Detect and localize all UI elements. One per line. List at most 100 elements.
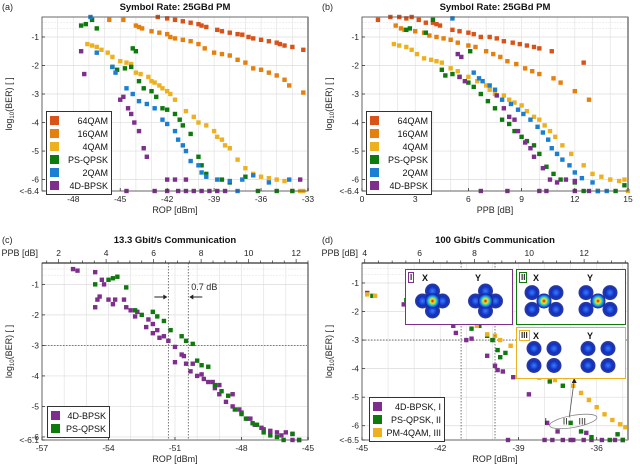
data-point xyxy=(466,74,471,80)
data-point xyxy=(466,43,471,48)
data-point xyxy=(492,87,498,92)
data-point xyxy=(622,183,627,188)
panel-label: (b) xyxy=(322,2,333,12)
data-point xyxy=(487,83,492,88)
data-point xyxy=(139,26,145,31)
data-point xyxy=(124,285,129,290)
y-axis-label: log10(BER) [ ] xyxy=(324,77,336,130)
data-point xyxy=(370,293,375,299)
data-point xyxy=(437,23,443,28)
data-point xyxy=(191,114,196,120)
data-point xyxy=(199,23,204,28)
data-point xyxy=(179,334,184,339)
data-point xyxy=(99,47,104,53)
legend-swatch xyxy=(370,129,379,138)
data-point xyxy=(125,106,131,111)
data-point xyxy=(133,23,139,28)
data-point xyxy=(254,422,260,427)
constellation-point xyxy=(546,341,562,356)
data-point xyxy=(490,337,495,343)
data-point xyxy=(397,43,402,48)
data-point xyxy=(501,106,507,111)
y-tick-label: -4 xyxy=(351,364,359,374)
data-point xyxy=(568,420,573,426)
y-tick-label: <-6.4 xyxy=(339,186,359,196)
data-point xyxy=(277,41,283,47)
legend-label: 4QAM xyxy=(82,141,108,152)
legend-swatch xyxy=(370,168,379,177)
data-point xyxy=(287,177,292,182)
legend-swatch xyxy=(50,142,59,151)
data-point xyxy=(190,341,195,347)
data-point xyxy=(495,347,500,353)
data-point xyxy=(132,308,138,313)
data-point xyxy=(443,73,448,78)
legend-item-4d-bpsk: 4D-BPSK xyxy=(50,179,108,192)
x-tick-label: 12 xyxy=(570,194,580,204)
data-point xyxy=(183,338,189,344)
data-point xyxy=(172,128,178,134)
data-point xyxy=(393,23,398,28)
legend-swatch xyxy=(50,129,59,138)
data-point xyxy=(531,143,537,148)
data-point xyxy=(172,177,178,182)
data-point xyxy=(251,36,256,41)
ellipse-label: I xyxy=(545,416,548,426)
x-tick-label: -39 xyxy=(208,194,221,204)
data-point xyxy=(78,49,84,54)
data-point xyxy=(450,27,455,33)
constellation-point-center xyxy=(590,293,606,309)
data-point xyxy=(85,41,90,47)
legend-item-ps-qpsk: PS-QPSK xyxy=(51,422,106,435)
chart-svg: -48 -45 -42 -39 -36 -33 ROP [dBm] -1 -2 -3 -4 -5 -6<… xyxy=(4,14,314,215)
data-point xyxy=(219,29,225,34)
data-point xyxy=(487,34,492,40)
data-point xyxy=(161,318,167,324)
legend-swatch xyxy=(51,411,60,420)
data-point xyxy=(455,68,460,74)
constellation-point xyxy=(578,285,594,301)
y-tick-label: -2 xyxy=(351,60,359,70)
data-point xyxy=(180,123,186,128)
data-point xyxy=(547,128,553,134)
data-point xyxy=(484,353,490,358)
y-axis-label: log10(BER) [ ] xyxy=(4,77,16,130)
data-point xyxy=(172,36,178,41)
data-point xyxy=(149,88,154,94)
constellation-point xyxy=(580,341,596,356)
x-tick-label: -45 xyxy=(114,194,127,204)
data-point xyxy=(240,32,245,37)
data-point xyxy=(549,49,554,54)
legend-swatch xyxy=(373,402,382,411)
data-point xyxy=(274,434,280,440)
legend-item-ps-qpsk: PS-QPSK xyxy=(370,153,428,166)
y-tick-label: -5 xyxy=(31,146,39,156)
data-point xyxy=(136,128,142,134)
data-point xyxy=(133,70,139,75)
data-point xyxy=(261,430,266,435)
legend-swatch xyxy=(370,116,379,125)
constellation-point xyxy=(526,358,542,373)
x-tick-label: -42 xyxy=(434,443,447,453)
data-point xyxy=(199,163,204,168)
top-tick-label: 12 xyxy=(579,248,589,258)
data-point xyxy=(118,59,123,64)
data-point xyxy=(485,98,491,104)
data-point xyxy=(560,157,565,162)
data-point xyxy=(219,51,225,57)
data-point xyxy=(237,407,242,412)
arrow-head xyxy=(163,294,168,300)
data-point xyxy=(537,117,542,122)
data-point xyxy=(469,336,474,341)
data-point xyxy=(469,326,474,331)
constellation-point xyxy=(600,358,616,373)
data-point xyxy=(89,17,95,23)
data-point xyxy=(498,337,503,343)
x-tick-label: -57 xyxy=(36,443,49,453)
data-point xyxy=(524,108,530,114)
data-point xyxy=(160,86,165,91)
data-point xyxy=(531,154,537,159)
data-point xyxy=(106,277,111,282)
top-tick-label: 12 xyxy=(291,248,301,258)
